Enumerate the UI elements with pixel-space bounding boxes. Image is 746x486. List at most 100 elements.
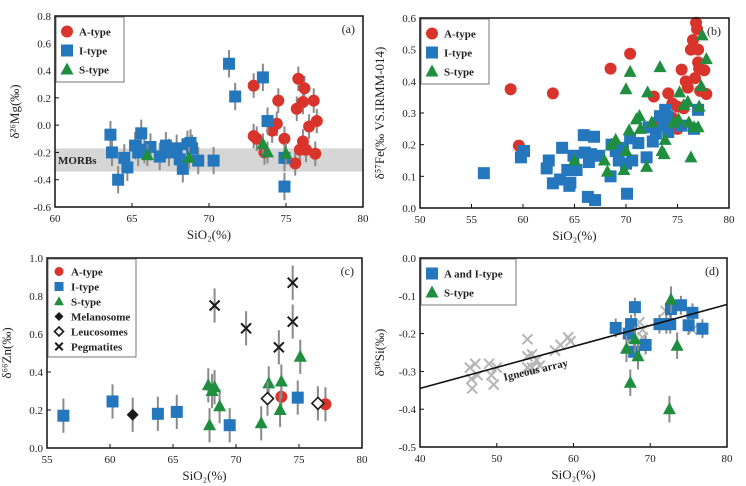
- data-point: [588, 130, 601, 143]
- data-point: [273, 341, 285, 354]
- data-point: [262, 376, 276, 389]
- data-point: [151, 407, 164, 420]
- data-point: [250, 132, 263, 145]
- data-point: [272, 94, 285, 107]
- data-point: [279, 146, 293, 159]
- data-point: [270, 117, 283, 130]
- series-melanosome: [126, 397, 139, 432]
- x-tick-label: 55: [466, 214, 478, 226]
- data-point: [256, 71, 269, 84]
- y-tick-label: 1.0: [29, 253, 43, 265]
- data-point: [274, 374, 288, 387]
- data-point: [564, 176, 577, 189]
- data-point: [477, 167, 490, 180]
- data-point: [628, 301, 641, 314]
- x-tick-label: 80: [358, 213, 370, 225]
- data-point: [609, 132, 623, 145]
- y-tick-label: 0.0: [402, 253, 416, 265]
- data-point: [640, 159, 654, 172]
- data-point: [699, 52, 713, 65]
- y-axis-label: δ⁵⁷Fe(‰ VS.IRMM-014): [372, 47, 387, 180]
- data-point: [686, 306, 699, 319]
- x-tick-label: 80: [724, 214, 736, 226]
- data-point: [278, 132, 291, 145]
- y-tick-label: 0.0: [402, 203, 416, 215]
- legend-marker: [60, 62, 74, 75]
- data-point: [662, 87, 675, 100]
- panel-label: (a): [342, 22, 355, 36]
- legend-label: I-type: [71, 282, 99, 294]
- morb-band-label: MORBs: [58, 155, 97, 167]
- data-point: [278, 180, 291, 193]
- legend-marker: [54, 312, 64, 321]
- data-point: [260, 391, 275, 406]
- data-point: [623, 64, 637, 77]
- legend-label: S-type: [71, 297, 101, 309]
- panel-a: MORBs 60 65 70 75 80 -0.6 -0.4 -0.2 0.0 0.2 0.4 0.6 0…: [7, 11, 369, 242]
- y-tick-label: 0.3: [402, 108, 416, 120]
- legend-marker: [425, 285, 439, 298]
- data-point: [121, 161, 134, 174]
- data-point: [207, 154, 220, 167]
- data-point: [176, 162, 189, 175]
- legend-label: A and I-type: [444, 269, 503, 281]
- x-tick-label: 55: [42, 454, 54, 466]
- data-point: [469, 358, 481, 370]
- data-point: [597, 153, 611, 166]
- y-tick-label: 0.4: [29, 367, 43, 379]
- data-point: [657, 119, 670, 132]
- data-point: [247, 79, 260, 92]
- y-tick-label: -0.1: [399, 291, 416, 303]
- data-point: [300, 143, 313, 156]
- series-s-type: [201, 339, 307, 443]
- data-point: [609, 321, 622, 334]
- y-tick-label: -0.3: [399, 366, 417, 378]
- x-tick-label: 70: [204, 213, 216, 225]
- data-point: [307, 94, 320, 107]
- data-point: [624, 47, 637, 60]
- y-tick-label: -0.4: [34, 175, 52, 187]
- x-tick-label: 80: [357, 454, 369, 466]
- y-axis-label: δ³⁰Si(‰): [372, 329, 387, 377]
- y-tick-label: 0.4: [37, 66, 51, 78]
- y-tick-label: 0.6: [29, 329, 43, 341]
- legend: A-type I-type S-type: [420, 18, 490, 85]
- x-tick-label: 75: [672, 214, 684, 226]
- data-point: [619, 341, 633, 354]
- data-point: [296, 95, 309, 108]
- data-point: [631, 349, 645, 362]
- data-point: [666, 115, 680, 128]
- data-point: [170, 142, 183, 155]
- x-tick-label: 50: [415, 214, 427, 226]
- data-point: [256, 137, 270, 150]
- data-point: [291, 391, 304, 404]
- data-point: [310, 396, 326, 411]
- data-point: [310, 115, 323, 128]
- data-point: [521, 333, 534, 345]
- data-point: [542, 154, 555, 167]
- data-point: [696, 322, 709, 335]
- data-point: [485, 369, 498, 381]
- data-point: [641, 85, 655, 98]
- data-point: [589, 194, 602, 207]
- data-point: [118, 151, 131, 164]
- data-point: [289, 157, 302, 170]
- legend-marker: [54, 267, 64, 276]
- y-tick-label: 0.6: [402, 13, 416, 25]
- data-point: [240, 322, 252, 335]
- data-point: [170, 405, 183, 418]
- legend-marker: [426, 46, 438, 59]
- data-point: [661, 110, 674, 123]
- legend-label: A-type: [79, 27, 111, 39]
- data-point: [292, 72, 305, 85]
- data-point: [126, 408, 139, 421]
- data-point: [645, 115, 659, 128]
- y-tick-label: -0.2: [34, 147, 51, 159]
- y-tick-label: 0.1: [402, 171, 416, 183]
- data-point: [619, 144, 633, 156]
- data-point: [681, 94, 695, 107]
- y-axis-label: δ⁶⁶Zn(‰): [0, 327, 14, 378]
- legend-label: A-type: [444, 29, 476, 41]
